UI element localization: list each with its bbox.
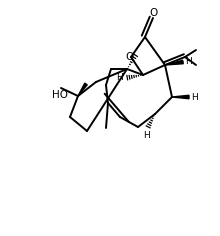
Text: H: H — [116, 73, 123, 83]
Text: O: O — [150, 8, 158, 18]
Text: HO: HO — [52, 90, 68, 100]
Text: H: H — [191, 93, 198, 101]
Text: O: O — [126, 52, 134, 62]
Text: H: H — [185, 58, 192, 67]
Polygon shape — [165, 60, 183, 65]
Text: H: H — [143, 131, 149, 140]
Polygon shape — [172, 95, 189, 99]
Polygon shape — [78, 83, 87, 96]
